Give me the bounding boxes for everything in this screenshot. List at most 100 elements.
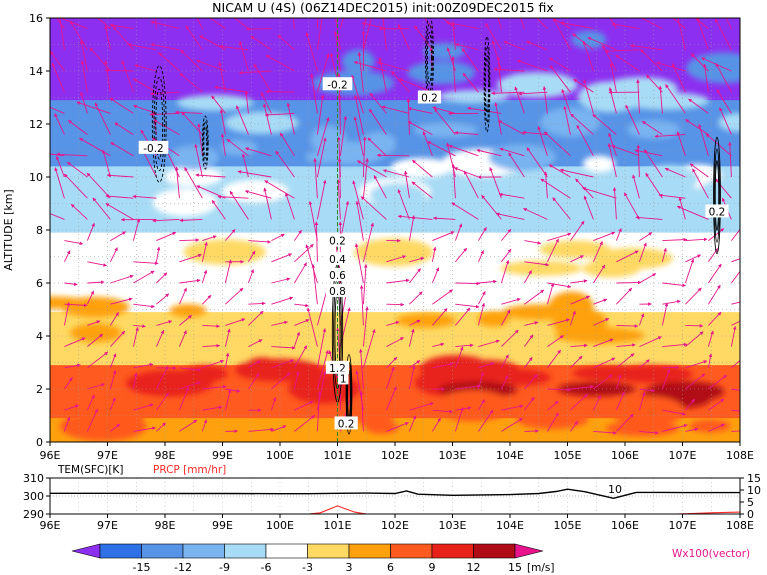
wind-vector [431,246,437,262]
wind-vector [178,386,189,411]
y-tick-label: 4 [36,330,43,343]
wind-patch [438,90,510,103]
wind-vector [202,324,220,328]
wind-vector [616,343,636,348]
wind-patch [539,240,611,259]
wind-vector [150,43,180,51]
wind-vector [685,360,708,369]
wind-vector [526,40,548,51]
wind-vector [87,333,103,347]
wind-vector [214,85,249,93]
wind-vector [701,57,732,72]
wind-vector [461,48,479,72]
wind-vector [692,168,709,199]
wind-vector [408,415,417,432]
wind-vector [411,181,433,199]
wind-vector [386,337,404,347]
wind-vector [362,329,376,368]
wind-vector [432,216,456,221]
y-tick-label: 2 [36,383,43,396]
wind-vector [406,98,411,135]
contour-label-bg [705,204,729,218]
x-tick-label: 96E [40,449,61,462]
sub-right-tick-label: 5 [747,496,754,509]
wind-patch [164,166,222,187]
wind-vector [662,365,679,370]
x-tick-label: 104E [496,449,524,462]
wind-vector [537,126,548,156]
wind-vector [310,73,318,114]
wind-vector [730,325,737,347]
wind-vector [708,263,722,284]
sub-left-tick-label: 310 [23,472,44,485]
wind-vector [688,98,709,114]
wind-vector [455,343,474,348]
wind-vector [196,18,203,29]
wind-vector [247,269,254,284]
wind-vector [662,409,686,416]
wind-vector [707,353,713,368]
wind-vector [409,291,423,305]
wind-vector [499,147,525,157]
wind-vector [64,240,84,246]
sub-grid [50,478,740,514]
wind-vector [156,422,166,432]
wind-vector [64,363,81,369]
colorbar-segment [182,543,225,559]
wind-vector [524,357,533,369]
wind-vector [133,303,155,309]
wind-vector [432,289,453,305]
wind-vector [104,68,134,73]
wind-vector [294,415,315,432]
wind-vector [593,318,610,326]
wind-vector [385,366,395,390]
wind-vector [50,213,65,220]
contour-label-bg [338,371,349,385]
wind-vector [362,158,369,199]
wind-vector [63,301,71,326]
wind-vector [676,205,709,220]
wind-vector [201,269,208,284]
x-tick-label: 97E [97,449,118,462]
wind-vector [179,315,192,326]
wind-vector [639,359,650,369]
colorbar-tick-label: -6 [261,561,272,574]
wind-vector [643,149,663,178]
wind-vector [432,342,445,348]
wind-vector [86,222,95,241]
wind-vector [362,306,369,347]
wind-vector [454,346,464,368]
wind-vector [478,362,495,369]
wind-vector [478,409,494,432]
wind-vector [407,107,433,114]
wind-vector [625,104,640,135]
wind-vector [453,167,479,178]
wind-vector [294,345,308,369]
wind-vector [570,295,590,305]
wind-vector [305,244,318,284]
wind-vector [615,228,622,241]
contour-label-bg [325,360,350,374]
wind-patch [488,143,556,171]
wind-vector [245,27,272,31]
wind-patch [699,178,740,204]
wind-vector [202,405,223,411]
wind-vector [654,134,686,139]
wind-vector [294,303,309,308]
wind-vector [54,113,65,135]
wind-vector [639,232,653,241]
wind-vector [432,417,441,432]
wind-patch [496,72,578,98]
wind-vector [570,279,588,284]
wind-vector [195,173,226,178]
wind-vector [501,309,511,326]
colorbar-tick-label: -12 [174,561,192,574]
wind-vector [79,39,88,72]
wind-vector [79,137,111,157]
wind-vector [316,350,329,390]
wind-vector [498,192,525,199]
wind-vector [201,241,208,262]
wind-vector [271,296,294,305]
wind-vector [409,256,425,263]
contour-label: 0.2 [421,93,438,105]
